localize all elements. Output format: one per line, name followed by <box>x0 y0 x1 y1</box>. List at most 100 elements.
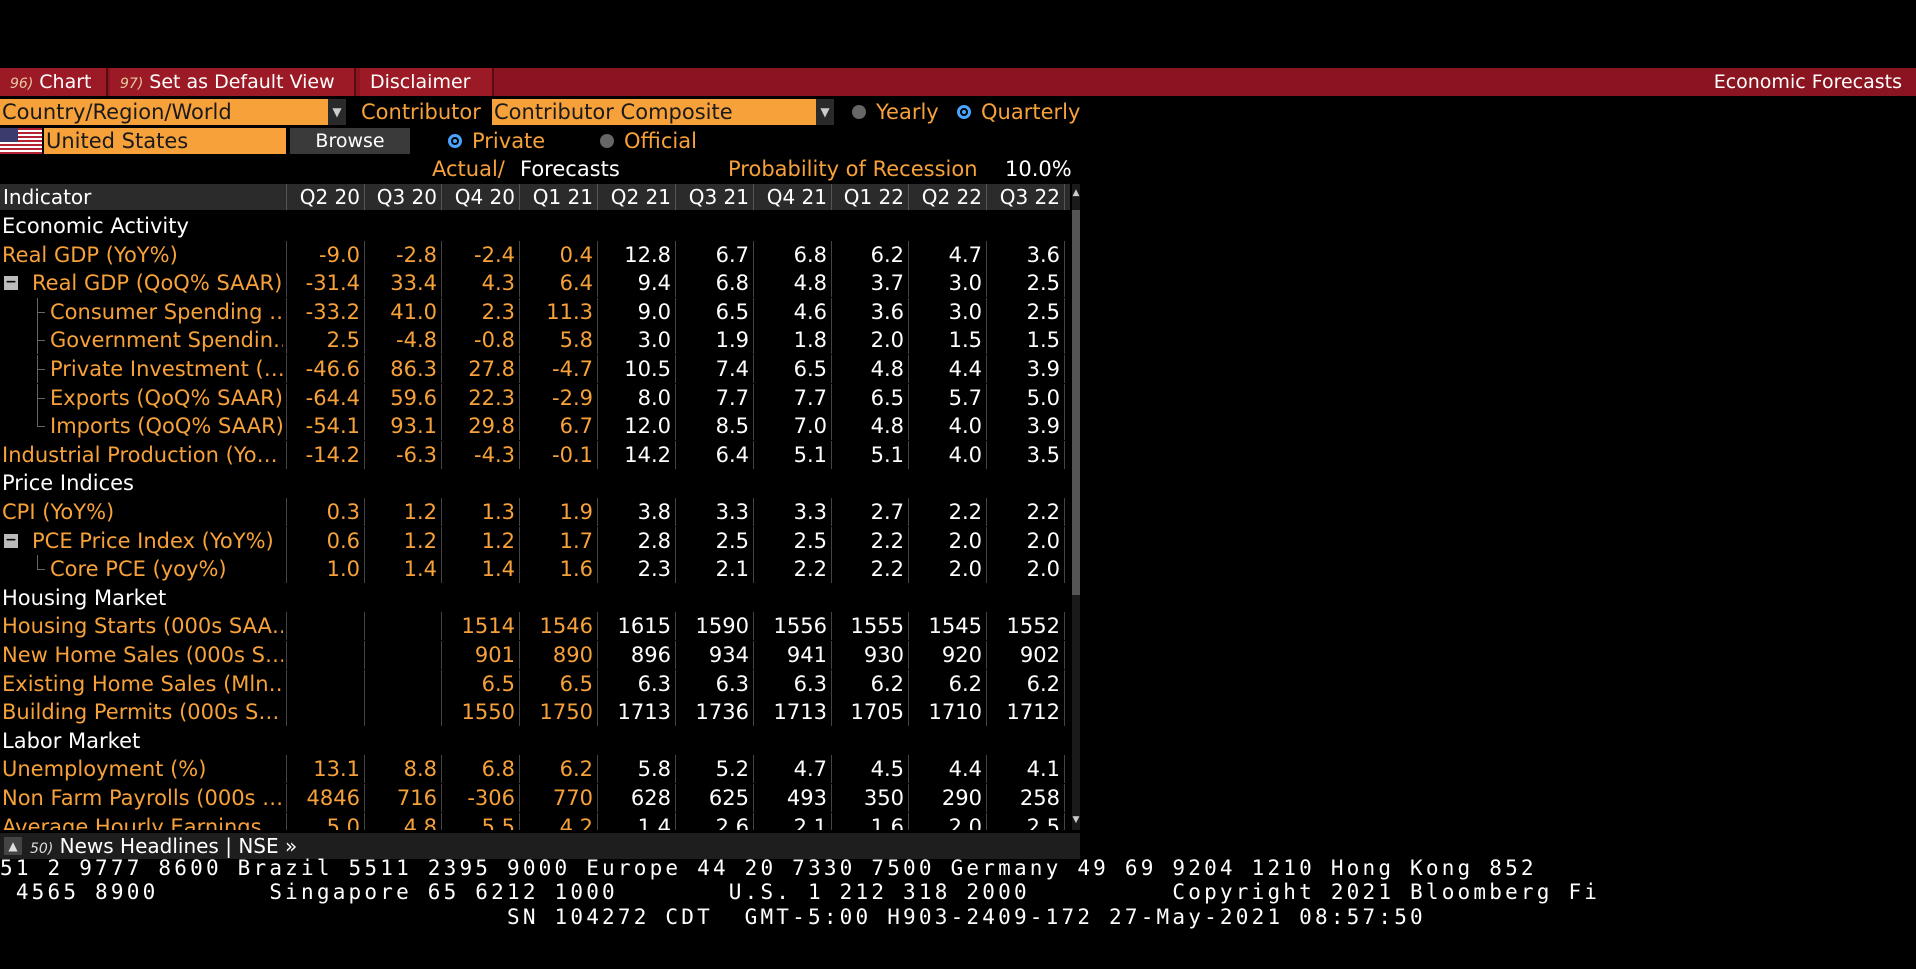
value-cell[interactable]: 625 <box>676 784 754 812</box>
value-cell[interactable]: 4.8 <box>832 412 909 441</box>
value-cell[interactable]: 4.7 <box>909 240 987 269</box>
value-cell[interactable]: 6.2 <box>832 669 909 698</box>
value-cell[interactable]: 350 <box>832 784 909 812</box>
indicator-label[interactable]: Imports (QoQ% SAAR) <box>50 414 283 439</box>
value-cell[interactable]: 41.0 <box>365 297 442 326</box>
country-field[interactable]: United States <box>44 128 286 154</box>
value-cell[interactable]: 3.6 <box>832 297 909 326</box>
value-cell[interactable]: 1713 <box>598 698 676 727</box>
table-row[interactable]: Unemployment (%) 13.1 8.8 6.8 6.2 5.8 5.2 4.7 4.… <box>0 755 1070 784</box>
indicator-label[interactable]: Real GDP (QoQ% SAAR) <box>32 271 283 296</box>
value-cell[interactable]: 2.0 <box>832 326 909 355</box>
table-row[interactable]: Government Spendin… 2.5 -4.8 -0.8 5.8 3.0 1.9 1… <box>0 326 1070 355</box>
value-cell[interactable]: 3.9 <box>987 412 1065 441</box>
indicator-label[interactable]: Core PCE (yoy%) <box>50 557 227 582</box>
indicator-label[interactable]: Real GDP (YoY%) <box>2 242 178 267</box>
value-cell[interactable]: 4.3 <box>442 269 520 298</box>
value-cell[interactable]: 2.0 <box>909 812 987 830</box>
value-cell[interactable] <box>365 698 442 727</box>
official-radio[interactable] <box>600 134 614 148</box>
value-cell[interactable]: 0.4 <box>520 240 598 269</box>
value-cell[interactable]: -9.0 <box>287 240 365 269</box>
region-dropdown[interactable]: Country/Region/World <box>0 99 328 125</box>
value-cell[interactable]: 1.8 <box>754 326 832 355</box>
indicator-label[interactable]: Average Hourly Earnings … <box>2 814 283 830</box>
value-cell[interactable]: -4.7 <box>520 355 598 383</box>
value-cell[interactable]: 0.6 <box>287 526 365 555</box>
value-cell[interactable]: 0.3 <box>287 498 365 526</box>
value-cell[interactable] <box>365 612 442 641</box>
column-header[interactable]: Q2 22 <box>909 184 987 210</box>
indicator-label[interactable]: PCE Price Index (YoY%) <box>32 528 274 553</box>
value-cell[interactable]: 1546 <box>520 612 598 641</box>
news-headlines-link[interactable]: 50) News Headlines | NSE » <box>30 833 297 859</box>
browse-button[interactable]: Browse <box>290 128 410 154</box>
value-cell[interactable]: 5.0 <box>287 812 365 830</box>
column-header[interactable]: Q1 21 <box>520 184 598 210</box>
value-cell[interactable]: 1555 <box>832 612 909 641</box>
scroll-up-icon[interactable]: ▲ <box>1072 188 1080 198</box>
value-cell[interactable]: 4.2 <box>520 812 598 830</box>
value-cell[interactable]: 1.5 <box>987 326 1065 355</box>
value-cell[interactable]: 3.3 <box>754 498 832 526</box>
yearly-radio[interactable] <box>852 105 866 119</box>
value-cell[interactable]: 1736 <box>676 698 754 727</box>
value-cell[interactable]: 5.8 <box>520 326 598 355</box>
table-row[interactable]: Core PCE (yoy%) 1.0 1.4 1.4 1.6 2.3 2.1 2.2 2.2 2… <box>0 555 1070 584</box>
value-cell[interactable]: 5.8 <box>598 755 676 784</box>
set-default-view-button[interactable]: 97) Set as Default View <box>110 68 356 96</box>
value-cell[interactable]: 2.1 <box>754 812 832 830</box>
value-cell[interactable]: 901 <box>442 641 520 669</box>
value-cell[interactable]: 6.2 <box>520 755 598 784</box>
value-cell[interactable]: 2.5 <box>987 812 1065 830</box>
value-cell[interactable]: 3.0 <box>909 269 987 298</box>
value-cell[interactable]: 2.3 <box>442 297 520 326</box>
value-cell[interactable]: 4.0 <box>909 412 987 441</box>
value-cell[interactable]: 1.7 <box>520 526 598 555</box>
indicator-label[interactable]: Non Farm Payrolls (000s … <box>2 786 283 810</box>
value-cell[interactable]: 6.5 <box>754 355 832 383</box>
chart-button[interactable]: 96) Chart <box>0 68 108 96</box>
value-cell[interactable]: 6.5 <box>832 383 909 412</box>
value-cell[interactable]: 1.4 <box>598 812 676 830</box>
value-cell[interactable]: 2.8 <box>598 526 676 555</box>
value-cell[interactable]: 1590 <box>676 612 754 641</box>
disclaimer-button[interactable]: Disclaimer <box>360 68 494 96</box>
scroll-down-icon[interactable]: ▼ <box>1072 815 1080 825</box>
value-cell[interactable]: -64.4 <box>287 383 365 412</box>
value-cell[interactable]: 13.1 <box>287 755 365 784</box>
value-cell[interactable]: 4.5 <box>832 755 909 784</box>
value-cell[interactable]: 2.3 <box>598 555 676 584</box>
value-cell[interactable]: 1556 <box>754 612 832 641</box>
value-cell[interactable]: 6.8 <box>754 240 832 269</box>
table-row[interactable]: Private Investment (… -46.6 86.3 27.8 -4.7 10… <box>0 355 1070 383</box>
value-cell[interactable]: 6.5 <box>520 669 598 698</box>
value-cell[interactable]: 5.5 <box>442 812 520 830</box>
indicator-label[interactable]: Private Investment (… <box>50 357 283 381</box>
column-header[interactable]: Q2 20 <box>287 184 365 210</box>
value-cell[interactable]: 1550 <box>442 698 520 727</box>
value-cell[interactable]: 3.8 <box>598 498 676 526</box>
value-cell[interactable]: 6.4 <box>520 269 598 298</box>
value-cell[interactable]: 9.4 <box>598 269 676 298</box>
column-header[interactable]: Q3 20 <box>365 184 442 210</box>
value-cell[interactable]: 4.8 <box>832 355 909 383</box>
value-cell[interactable]: 920 <box>909 641 987 669</box>
value-cell[interactable]: 33.4 <box>365 269 442 298</box>
value-cell[interactable]: 5.1 <box>754 440 832 469</box>
value-cell[interactable]: 1.6 <box>520 555 598 584</box>
value-cell[interactable]: 6.3 <box>676 669 754 698</box>
value-cell[interactable]: 6.7 <box>520 412 598 441</box>
value-cell[interactable]: 2.1 <box>676 555 754 584</box>
value-cell[interactable] <box>287 698 365 727</box>
value-cell[interactable]: 5.7 <box>909 383 987 412</box>
column-header[interactable]: Q3 21 <box>676 184 754 210</box>
value-cell[interactable]: 1713 <box>754 698 832 727</box>
value-cell[interactable]: 2.5 <box>676 526 754 555</box>
value-cell[interactable]: 2.2 <box>987 498 1065 526</box>
value-cell[interactable]: 4.0 <box>909 440 987 469</box>
value-cell[interactable]: 2.0 <box>987 555 1065 584</box>
value-cell[interactable]: 1.2 <box>365 526 442 555</box>
value-cell[interactable]: 3.0 <box>909 297 987 326</box>
value-cell[interactable]: 1750 <box>520 698 598 727</box>
